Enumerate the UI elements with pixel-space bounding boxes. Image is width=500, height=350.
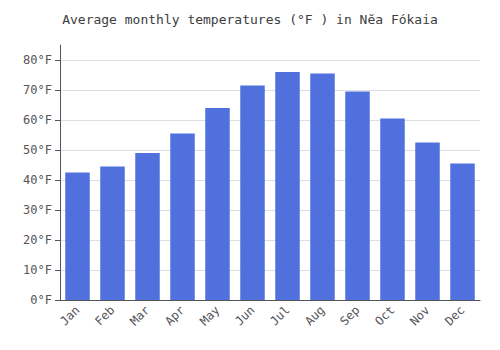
svg-text:Aug: Aug [302,303,327,328]
svg-text:50°F: 50°F [23,143,52,157]
svg-text:May: May [197,303,222,328]
svg-text:70°F: 70°F [23,83,52,97]
svg-text:Jan: Jan [57,303,82,328]
svg-text:0°F: 0°F [30,293,52,307]
svg-text:20°F: 20°F [23,233,52,247]
svg-text:Feb: Feb [92,303,117,328]
svg-text:Dec: Dec [442,303,467,328]
svg-text:Mar: Mar [127,303,152,328]
svg-text:Average monthly temperatures (: Average monthly temperatures (°F ) in Nĕ… [62,12,438,27]
svg-text:Nov: Nov [407,303,432,328]
svg-text:Sep: Sep [337,303,362,328]
svg-text:Jun: Jun [232,303,257,328]
svg-text:40°F: 40°F [23,173,52,187]
svg-text:30°F: 30°F [23,203,52,217]
svg-text:80°F: 80°F [23,53,52,67]
svg-text:60°F: 60°F [23,113,52,127]
svg-text:Jul: Jul [267,303,292,328]
svg-text:Apr: Apr [162,303,187,328]
svg-text:Oct: Oct [372,303,397,328]
svg-text:10°F: 10°F [23,263,52,277]
